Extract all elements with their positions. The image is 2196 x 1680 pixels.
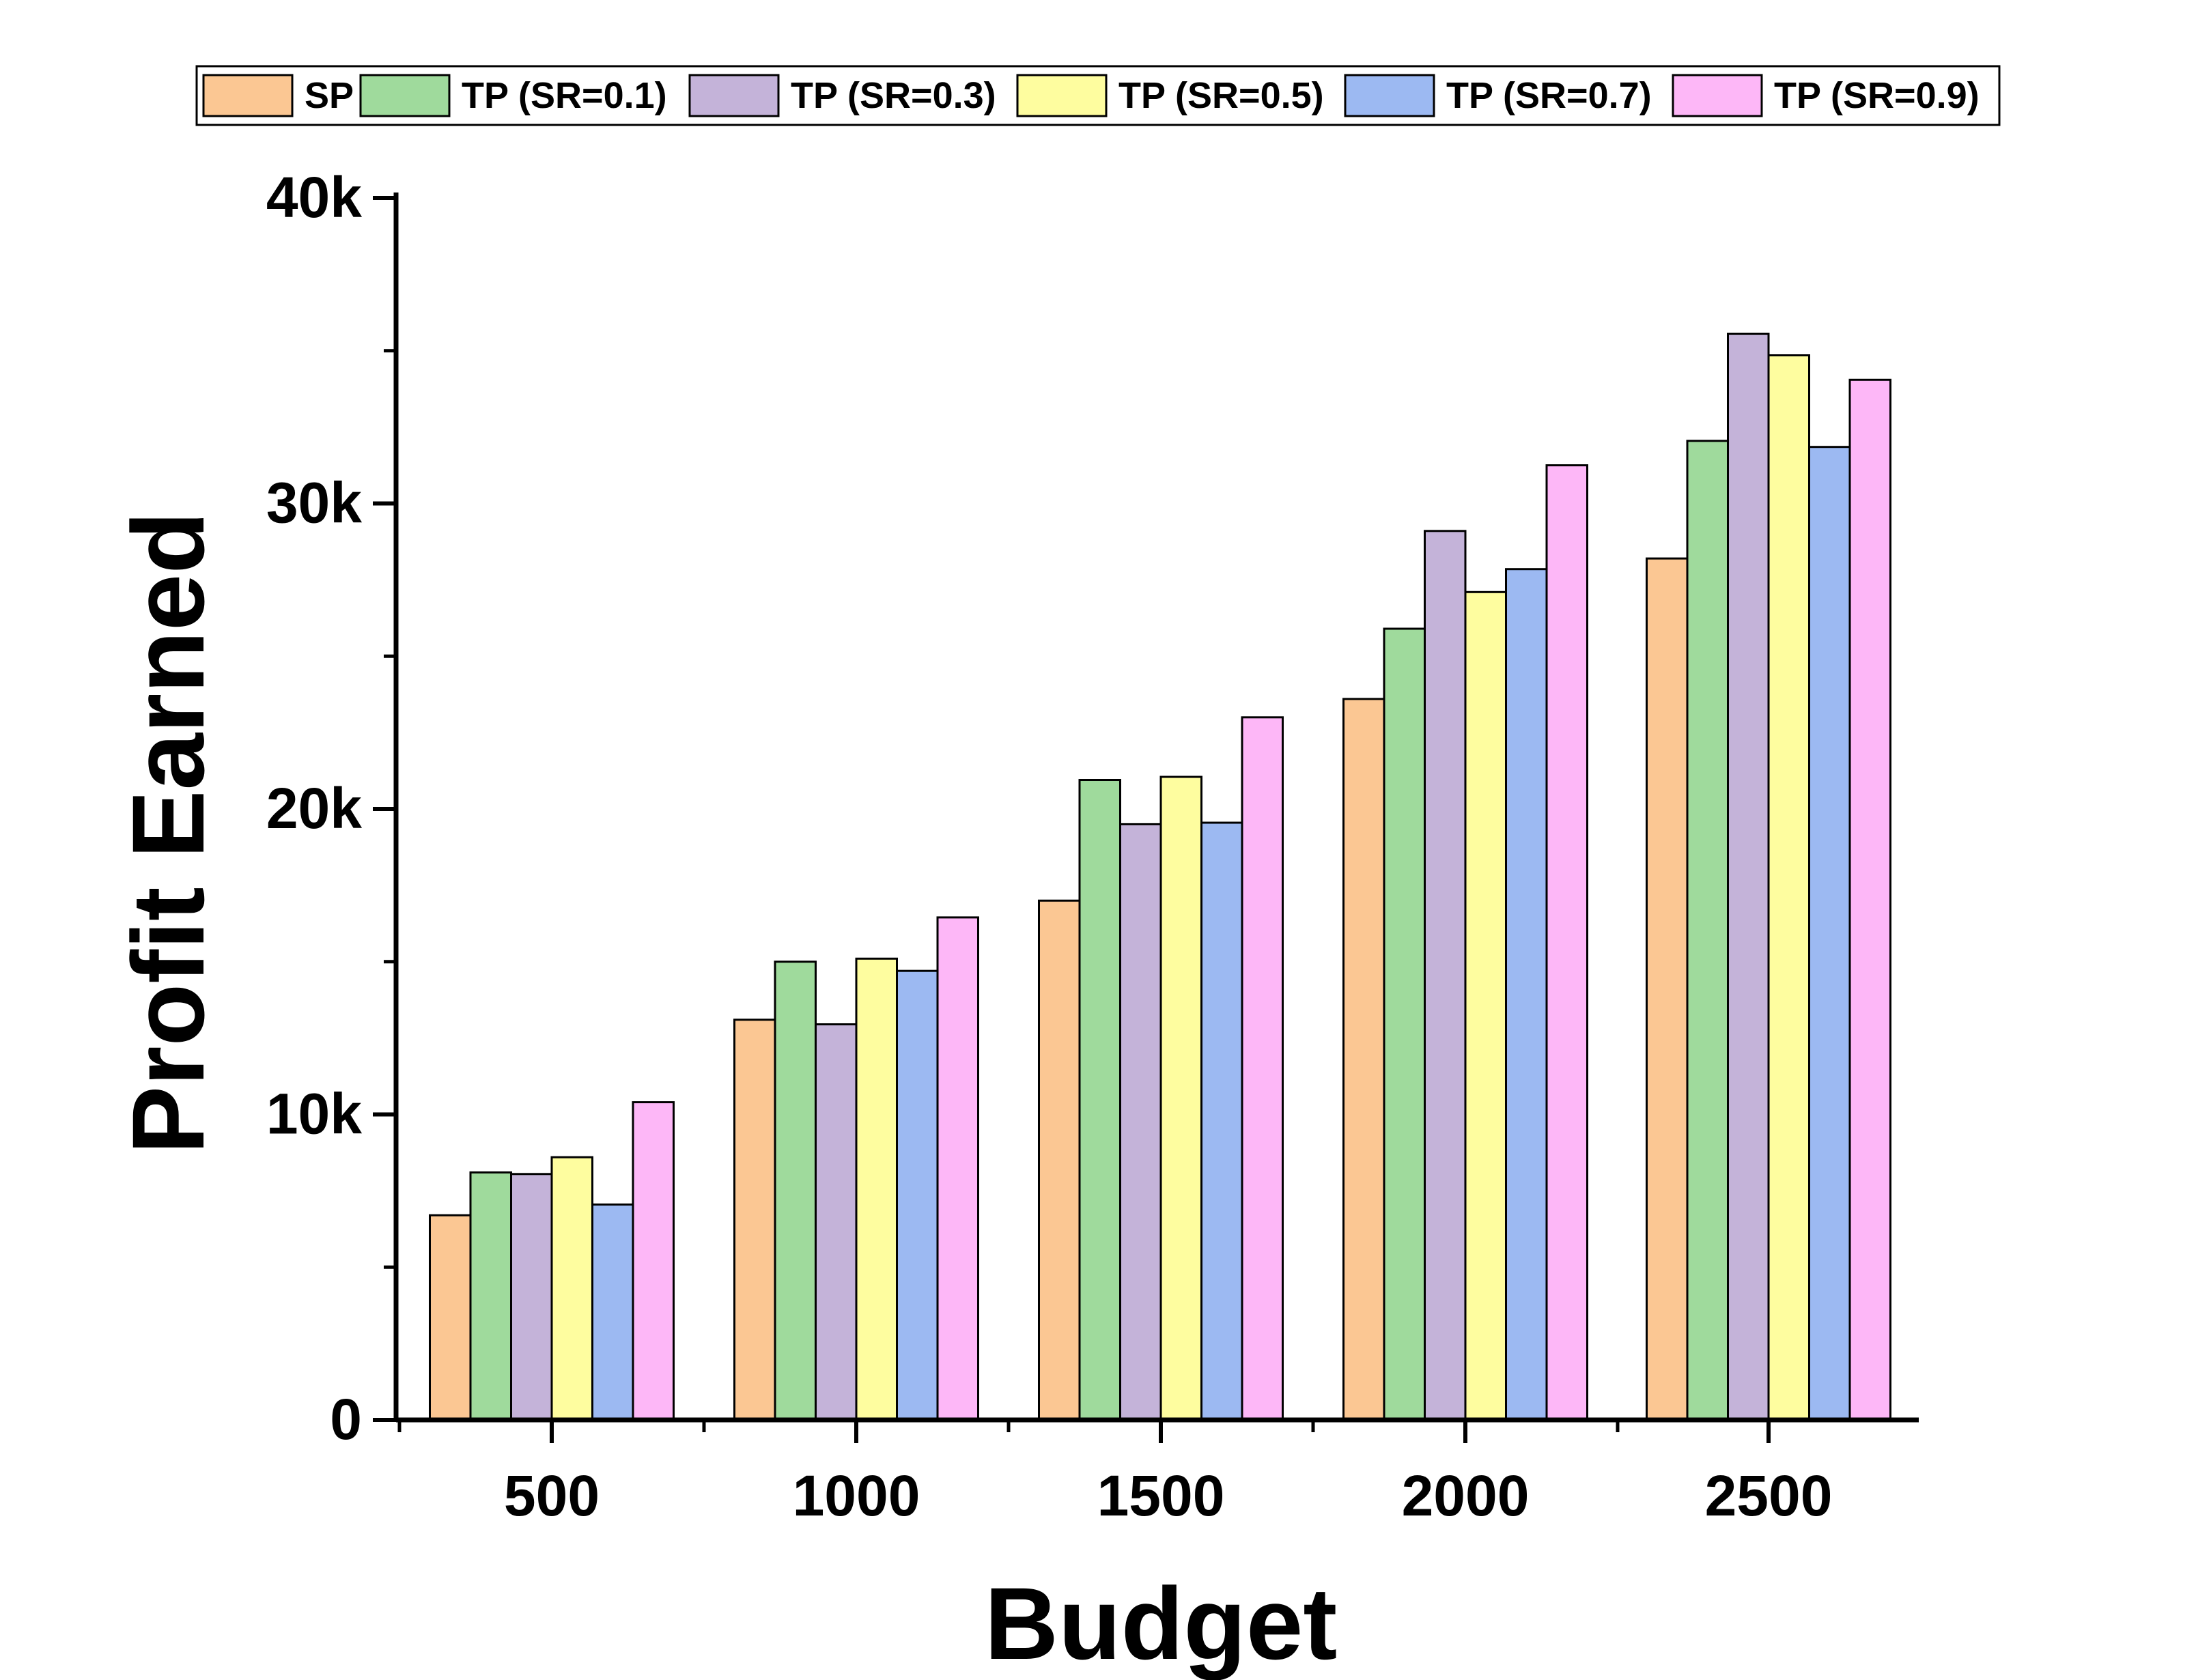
bar [896,969,939,1421]
x-tick-label: 1500 [1097,1464,1225,1528]
bar [510,1173,553,1421]
y-tick-label: 0 [330,1387,362,1451]
legend-swatch [202,74,294,117]
legend-label: TP (SR=0.9) [1774,75,1980,116]
bar-group [429,332,1891,1421]
x-tick-label: 1000 [793,1464,920,1528]
legend-swatch [1672,74,1763,117]
bar [550,1156,593,1421]
legend: SP TP (SR=0.1) TP (SR=0.3) TP (SR=0.5) TP (S… [195,65,2001,126]
bar [855,957,898,1421]
bar [1159,775,1202,1421]
bar [591,1204,634,1421]
legend-swatch [1344,74,1435,117]
bar [1119,823,1162,1421]
y-tick-label: 30k [266,471,362,535]
x-axis-title: Budget [985,1566,1338,1680]
bar [774,960,817,1421]
legend-swatch [1016,74,1108,117]
bar [1686,440,1729,1421]
bar [1505,568,1548,1421]
legend-label: TP (SR=0.3) [791,75,996,116]
bar [1038,899,1081,1421]
bar [733,1019,776,1421]
legend-label: SP [305,75,354,116]
bar [1727,332,1770,1421]
bar [1767,354,1810,1421]
bar [1545,464,1588,1421]
legend-label: TP (SR=0.1) [462,75,667,116]
y-tick-label: 20k [266,776,362,840]
bar [469,1171,512,1421]
legend-label: TP (SR=0.7) [1446,75,1652,116]
bar [1200,821,1243,1421]
bar [1646,557,1689,1421]
bar [632,1101,675,1421]
bar [1848,378,1891,1421]
legend-label: TP (SR=0.5) [1118,75,1324,116]
bar [815,1023,858,1421]
x-tick-label: 2000 [1402,1464,1530,1528]
y-tick-label: 10k [266,1082,362,1146]
legend-swatch [359,74,451,117]
bar [1464,590,1507,1421]
bar [429,1214,472,1421]
y-tick-label: 40k [266,165,362,229]
bar [1078,779,1121,1421]
bar [1808,446,1851,1421]
bar [1424,530,1467,1421]
x-tick-label: 2500 [1705,1464,1833,1528]
x-tick-label: 500 [504,1464,600,1528]
y-axis-title: Profit Earned [111,511,225,1154]
bar [1241,716,1284,1421]
axes: 0 10k 20k 30k 40k 500 1000 1500 2000 2500 [266,165,1919,1528]
bar [1383,627,1426,1421]
bar [1342,698,1385,1421]
bar [936,916,979,1421]
legend-swatch [688,74,780,117]
